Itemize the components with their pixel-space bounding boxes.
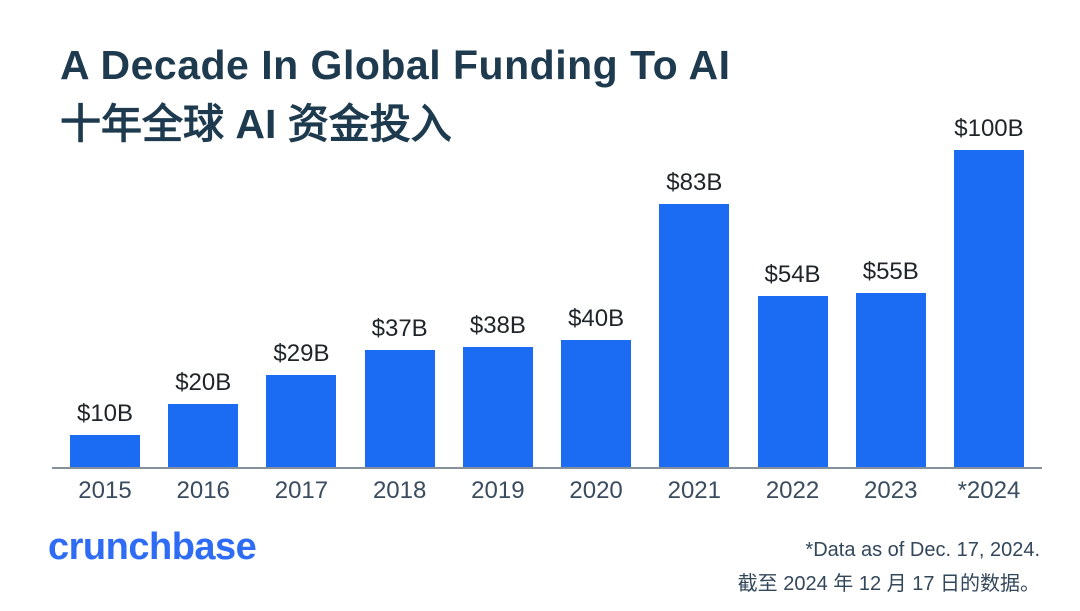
x-axis-tick-label: 2021 bbox=[667, 477, 721, 504]
bar-value-label: $83B bbox=[666, 169, 723, 196]
bar bbox=[266, 375, 337, 467]
bar bbox=[70, 435, 140, 467]
bar-column: $55B bbox=[855, 258, 926, 467]
bar-value-label: $38B bbox=[469, 312, 526, 339]
bar bbox=[953, 150, 1024, 467]
plot-area: $10B $20B $29B $37B $38B $40B $83B $54B $55B $100… bbox=[52, 112, 1042, 469]
bar-value-label: $40B bbox=[568, 305, 625, 332]
bar-value-label: $54B bbox=[764, 261, 821, 288]
bar bbox=[364, 350, 435, 467]
x-axis-tick-label: 2016 bbox=[176, 477, 230, 504]
bar-column: $40B bbox=[561, 305, 632, 467]
bar-column: $83B bbox=[659, 169, 730, 467]
bar bbox=[757, 296, 828, 467]
bar bbox=[561, 340, 632, 467]
x-axis-tick-label: 2022 bbox=[765, 477, 820, 504]
bar-value-label: $55B bbox=[862, 258, 919, 285]
crunchbase-logo: crunchbase bbox=[48, 526, 257, 568]
bar-value-label: $37B bbox=[371, 315, 428, 342]
bar-value-label: $10B bbox=[76, 400, 134, 427]
chart-title-english: A Decade In Global Funding To AI bbox=[60, 42, 731, 88]
bar-value-label: $20B bbox=[175, 369, 232, 396]
x-axis-tick-label: 2015 bbox=[78, 477, 132, 504]
bar bbox=[462, 347, 533, 467]
bar-column: $29B bbox=[266, 340, 337, 467]
bar bbox=[168, 404, 239, 467]
bar-column: $37B bbox=[364, 315, 435, 467]
footnote-chinese: 截至 2024 年 12 月 17 日的数据。 bbox=[737, 573, 1040, 595]
x-axis-tick-label: 2018 bbox=[372, 477, 427, 504]
footnote-english: *Data as of Dec. 17, 2024. bbox=[805, 539, 1040, 561]
bar-value-label: $29B bbox=[273, 340, 330, 367]
bar-column: $10B bbox=[70, 400, 140, 467]
data-footnote: *Data as of Dec. 17, 2024. 截至 2024 年 12 … bbox=[738, 533, 1040, 601]
x-axis-tick-label: 2023 bbox=[864, 477, 918, 504]
bar bbox=[855, 293, 926, 467]
x-axis-tick-label: 2017 bbox=[274, 477, 329, 504]
bar bbox=[659, 204, 730, 467]
x-axis-tick-label: *2024 bbox=[957, 477, 1021, 504]
bar-column: $38B bbox=[462, 312, 533, 467]
bar-column: $20B bbox=[168, 369, 239, 467]
bar-column: $100B bbox=[953, 115, 1024, 467]
bar-value-label: $100B bbox=[954, 115, 1024, 142]
bar-column: $54B bbox=[757, 261, 828, 467]
header: A Decade In Global Funding To AI 十年全球 AI… bbox=[60, 42, 730, 148]
x-axis-tick-label: 2019 bbox=[471, 477, 525, 504]
x-axis-tick-label: 2020 bbox=[569, 477, 623, 504]
chart-title-chinese: 十年全球 AI 资金投入 bbox=[60, 101, 452, 148]
x-axis-labels: 2015 2016 2017 2018 2019 2020 2021 2022 2023 *202… bbox=[52, 477, 1042, 505]
